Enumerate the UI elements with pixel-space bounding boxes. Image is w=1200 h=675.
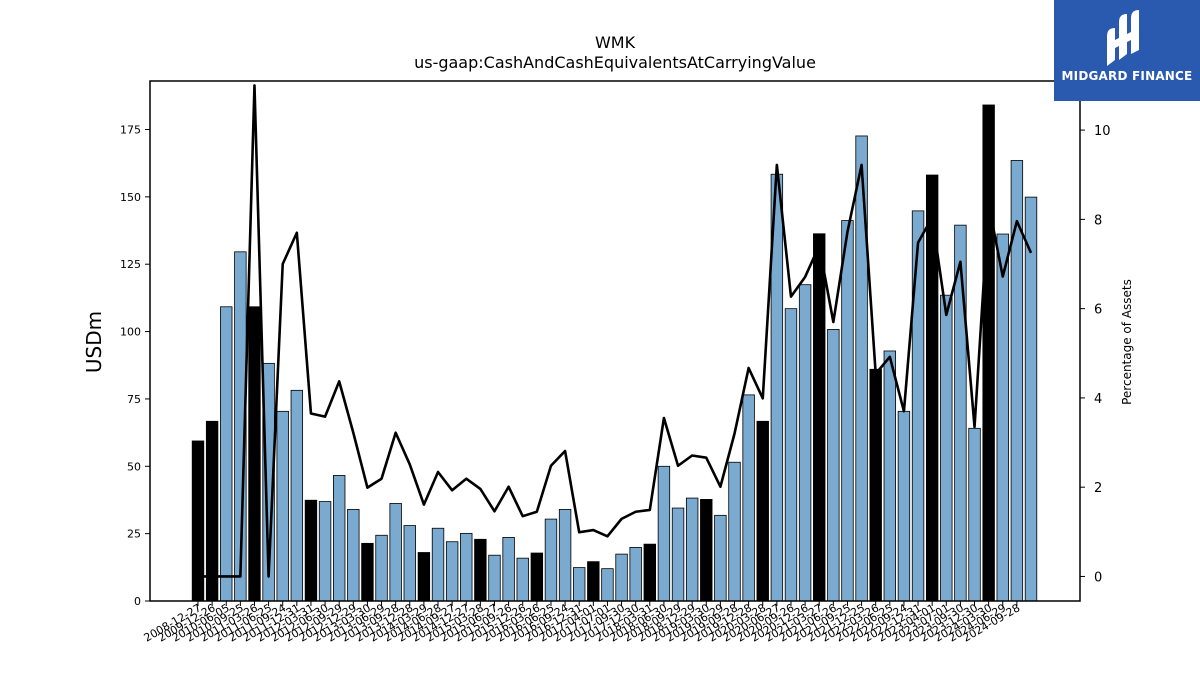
y2-tick-label: 10 (1094, 124, 1111, 139)
pct-assets-line (198, 84, 1033, 578)
bar (728, 461, 741, 602)
bar (573, 567, 586, 602)
bar (445, 541, 459, 602)
y-tick-label: 125 (120, 258, 141, 271)
bar (516, 557, 529, 602)
y-tick-label: 100 (120, 326, 141, 339)
bar (1010, 160, 1024, 602)
bars-layer (191, 104, 1038, 602)
bar (742, 394, 755, 602)
bar (940, 294, 953, 602)
bar (685, 497, 699, 602)
y2-tick-label: 8 (1094, 213, 1102, 228)
bar (643, 543, 656, 602)
bar (756, 420, 769, 602)
y2-tick-label: 4 (1094, 392, 1102, 407)
y2-tick-label: 6 (1094, 303, 1102, 318)
y-tick-label: 150 (120, 191, 141, 204)
bar (813, 233, 826, 602)
bar (290, 389, 304, 602)
bar (587, 561, 600, 602)
bar (601, 568, 614, 602)
bar (375, 534, 388, 602)
bar (460, 532, 473, 602)
y-tick-label: 75 (127, 393, 141, 406)
y-axis-label: USDm (82, 311, 106, 373)
bar (389, 503, 402, 602)
bar (304, 499, 318, 602)
bar (530, 552, 544, 602)
chart-subtitle: us-gaap:CashAndCashEquivalentsAtCarrying… (414, 53, 816, 72)
bar (996, 233, 1009, 602)
brand-logo: MIDGARD FINANCE (1054, 0, 1200, 101)
bar (968, 427, 981, 602)
bar (657, 465, 671, 602)
bar (220, 306, 233, 602)
plot-frame (149, 80, 1081, 602)
bar (1024, 196, 1038, 602)
bar (615, 553, 628, 602)
chart-title: WMK (595, 33, 636, 52)
bar (276, 410, 289, 602)
bar (205, 420, 219, 602)
bar (417, 552, 431, 602)
bar (629, 546, 642, 602)
y2-tick-label: 2 (1094, 481, 1102, 496)
brand-mark-icon (1107, 10, 1139, 66)
bar (700, 499, 713, 602)
brand-name: MIDGARD FINANCE (1061, 69, 1193, 83)
bar (318, 501, 332, 602)
bar (869, 368, 882, 602)
bar (883, 350, 897, 602)
bar (827, 329, 840, 602)
bar (911, 210, 925, 602)
bar (403, 525, 416, 602)
y2-axis-label: Percentage of Assets (1120, 279, 1134, 405)
bar (671, 507, 685, 602)
bar (714, 514, 727, 602)
bar (798, 284, 812, 602)
bar (332, 475, 346, 602)
bar (431, 527, 445, 602)
y-tick-label: 50 (127, 460, 141, 473)
y-tick-label: 25 (127, 528, 141, 541)
bar (558, 508, 572, 602)
line-layer (198, 84, 1033, 578)
bar (897, 410, 911, 602)
bar (544, 518, 558, 602)
y2-tick-label: 0 (1094, 570, 1102, 585)
bar (502, 537, 515, 602)
bar (474, 538, 487, 602)
bar (841, 220, 854, 602)
bar (347, 508, 360, 602)
y-tick-label: 0 (134, 595, 141, 608)
bar (784, 308, 798, 602)
y-tick-label: 175 (120, 123, 141, 136)
bar (488, 554, 501, 602)
bar (982, 104, 995, 602)
bar (248, 306, 261, 602)
bar (361, 542, 374, 602)
